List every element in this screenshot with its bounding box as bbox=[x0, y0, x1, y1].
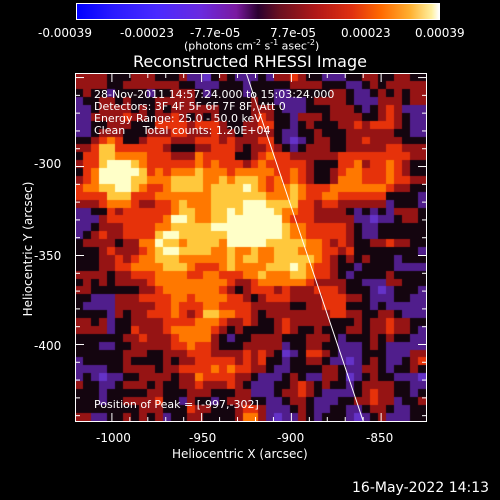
peak-position-label: Position of Peak = [-997,-302] bbox=[94, 398, 259, 411]
colorbar-tick-label: -0.00023 bbox=[120, 26, 174, 40]
x-tick-label: -850 bbox=[366, 431, 394, 445]
plot-title: Reconstructed RHESSI Image bbox=[133, 52, 367, 71]
colorbar-tick-label: 0.00023 bbox=[341, 26, 391, 40]
y-tick-label: -300 bbox=[34, 157, 62, 171]
y-tick-label: -350 bbox=[34, 249, 62, 263]
colorbar-tick-label: -0.00039 bbox=[38, 26, 92, 40]
timestamp: 16-May-2022 14:13 bbox=[352, 480, 490, 496]
colorbar-tick-label: 0.00039 bbox=[415, 26, 465, 40]
y-tick-label: -400 bbox=[34, 339, 62, 353]
y-axis-label: Heliocentric Y (arcsec) bbox=[21, 181, 35, 317]
info-line-clean: Clean Total counts: 1.20E+04 bbox=[94, 124, 271, 137]
colorbar-units: (photons cm-2 s-1 asec-2) bbox=[184, 38, 320, 53]
colorbar-tick-label: -7.7e-05 bbox=[190, 26, 241, 40]
colorbar bbox=[76, 3, 440, 20]
solar-limb-line bbox=[246, 74, 364, 421]
plot-overlay bbox=[246, 74, 364, 421]
x-tick-label: -900 bbox=[277, 431, 305, 445]
x-tick-label: -1000 bbox=[96, 431, 131, 445]
x-tick-label: -950 bbox=[189, 431, 217, 445]
info-line-detectors: Detectors: 3F 4F 5F 6F 7F 8F, Att 0 bbox=[94, 100, 286, 113]
x-axis-label: Heliocentric X (arcsec) bbox=[172, 447, 308, 461]
info-line-time: 28-Nov-2011 14:57:24.000 to 15:03:24.000 bbox=[94, 88, 335, 101]
colorbar-ticks: -0.00039 -0.00023 -7.7e-05 7.7e-05 0.000… bbox=[0, 0, 500, 60]
image-plot: 28-Nov-2011 14:57:24.000 to 15:03:24.000… bbox=[75, 73, 427, 422]
info-line-energy: Energy Range: 25.0 - 50.0 keV bbox=[94, 112, 262, 125]
colorbar-tick-label: 7.7e-05 bbox=[270, 26, 317, 40]
rhessi-image bbox=[76, 74, 426, 421]
